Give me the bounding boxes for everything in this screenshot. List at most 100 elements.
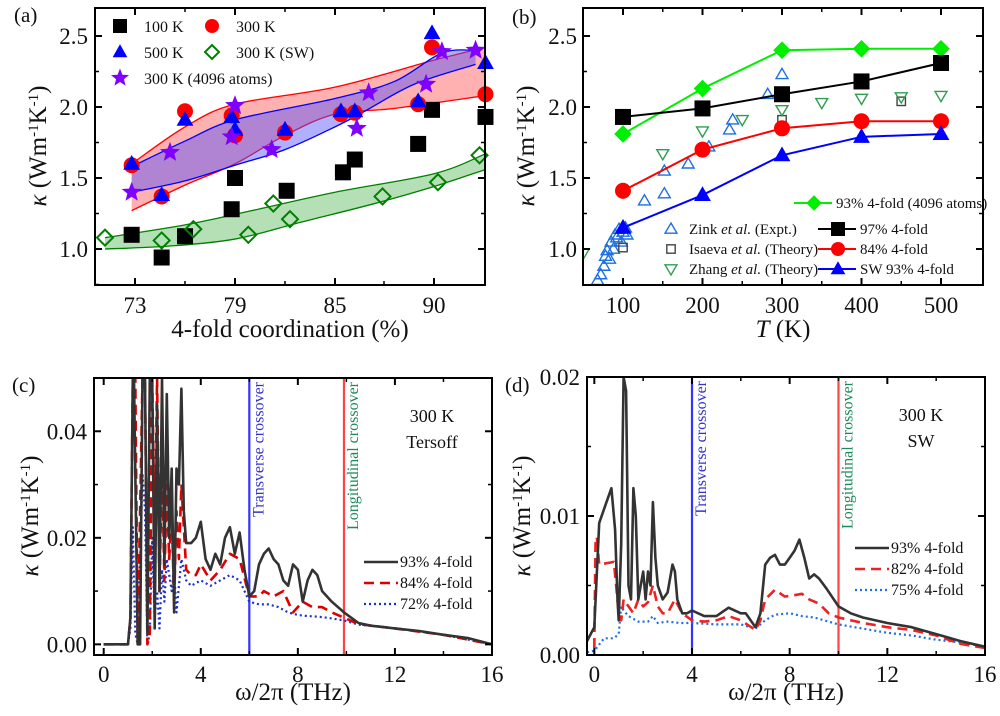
legend-marker — [806, 195, 822, 211]
x-tick-label: 0 — [589, 662, 601, 687]
x-tick-label: 500 — [924, 293, 959, 318]
series-line-75-4-fold — [587, 605, 985, 654]
y-tick-label: 0.02 — [540, 365, 580, 390]
y-tick-label: 1.5 — [59, 166, 88, 191]
legend-label: 100 K — [144, 19, 184, 36]
panel-b-ylabel: κ (Wm-1K-1) — [513, 85, 540, 206]
legend-label: Zhang et al. (Theory) — [689, 262, 818, 278]
series-line-72-4-fold — [103, 472, 492, 646]
data-point-300-k-sw- — [373, 187, 392, 206]
data-point-300-k-sw- — [95, 228, 115, 248]
y-tick-label: 0.02 — [47, 526, 87, 551]
x-tick-label: 8 — [292, 662, 304, 687]
reference-point-zhang — [933, 90, 949, 103]
data-point-300-k-4096-atoms- — [225, 95, 245, 115]
data-point-93-4-fold-4096-atoms- — [614, 125, 632, 143]
panel-a-legend: 100 K 300 K 500 K 300 K (SW) 300 K (4096 ato… — [111, 19, 314, 88]
x-tick-label: 16 — [974, 662, 997, 687]
data-point-97-4-fold — [694, 100, 711, 117]
panel-c: (c) Transverse crossover Longitudinal cro… — [12, 373, 504, 706]
x-tick-label: 300 — [765, 293, 800, 318]
legend-marker — [203, 43, 221, 61]
data-point-300-k-sw- — [428, 172, 448, 192]
y-tick-label: 0.00 — [47, 632, 87, 657]
data-point-84-4-fold — [694, 141, 711, 158]
legend-label: 75% 4-fold — [891, 582, 963, 599]
data-point-500-k — [409, 92, 427, 108]
data-point-100-k — [346, 151, 363, 168]
x-tick-label: 16 — [481, 662, 504, 687]
legend-marker — [831, 222, 845, 236]
band-fill-1 — [131, 49, 476, 193]
legend-label: 300 K — [236, 19, 276, 36]
reference-point-zhang — [735, 114, 750, 128]
data-point-100-k — [123, 226, 140, 243]
reference-point-zink — [722, 122, 737, 135]
x-tick-label: 0 — [98, 662, 110, 687]
data-point-100-k — [227, 170, 243, 186]
legend-label: 93% 4-fold — [400, 554, 472, 571]
reference-point-zhang — [854, 93, 869, 106]
data-point-500-k — [276, 120, 294, 136]
band-lower-line-1 — [131, 63, 476, 193]
x-tick-label: 73 — [124, 293, 147, 318]
reference-point-zhang — [814, 97, 829, 111]
panel-c-plot — [103, 378, 492, 655]
reference-point-zink — [606, 241, 621, 254]
data-point-300-k-sw- — [152, 231, 172, 250]
series-line-93-4-fold — [103, 378, 492, 646]
legend-marker — [666, 244, 676, 254]
panel-d-xlabel: ω/2π (THz) — [728, 679, 844, 706]
panel-a-points — [95, 24, 494, 266]
panel-d-ylabel: κ (Wm-1K-1) — [509, 455, 536, 576]
panel-c-annotation: 300 K Tersoff — [406, 406, 457, 452]
y-tick-label: 1.0 — [548, 237, 577, 262]
y-tick-label: 0.01 — [540, 504, 580, 529]
legend-label: 84% 4-fold — [400, 575, 472, 592]
y-tick-label: 2.5 — [59, 24, 88, 49]
panel-d-plot — [587, 377, 985, 655]
panel-d-annotation: 300 K SW — [899, 405, 944, 451]
data-point-500-k — [176, 110, 194, 126]
data-point-300-k-4096-atoms- — [431, 41, 452, 61]
legend-marker — [111, 68, 129, 86]
y-tick-label: 1.0 — [59, 237, 88, 262]
x-tick-label: 12 — [876, 662, 899, 687]
panel-d-label: (d) — [505, 373, 530, 397]
panel-c-ylabel: κ (Wm-1K-1) — [17, 455, 44, 576]
legend-label: 84% 4-fold — [860, 242, 928, 258]
data-point-93-4-fold-4096-atoms- — [773, 41, 791, 59]
data-point-sw-93-4-fold — [853, 128, 870, 143]
legend-marker — [205, 19, 219, 33]
data-point-100-k — [410, 135, 427, 152]
data-point-500-k — [153, 186, 171, 202]
crossover-label: Transverse crossover — [693, 380, 710, 516]
panel-a-xlabel: 4-fold coordination (%) — [171, 316, 408, 343]
x-tick-label: 79 — [224, 293, 247, 318]
annotation-line: SW — [908, 431, 935, 451]
data-point-100-k — [424, 101, 441, 118]
data-point-500-k — [123, 155, 141, 170]
data-point-84-4-fold — [853, 113, 870, 130]
data-point-300-k-4096-atoms- — [416, 73, 437, 93]
panel-a-ylabel: κ (Wm-1K-1) — [25, 85, 52, 206]
data-point-100-k — [334, 164, 351, 181]
legend-marker — [831, 242, 845, 256]
data-point-300-k-sw- — [183, 219, 203, 239]
band-upper-line-2 — [104, 153, 485, 239]
panel-b-plot — [583, 39, 950, 285]
data-point-300-k-4096-atoms- — [346, 117, 367, 137]
reference-point-zink — [760, 86, 775, 100]
x-tick-label: 90 — [423, 293, 446, 318]
panel-a-label: (a) — [14, 3, 37, 27]
data-point-93-4-fold-4096-atoms- — [693, 79, 712, 98]
data-point-97-4-fold — [615, 108, 631, 125]
legend-label: 300 K (4096 atoms) — [144, 71, 272, 88]
panel-c-xlabel: ω/2π (THz) — [235, 679, 351, 706]
data-point-300-k-4096-atoms- — [221, 126, 242, 146]
data-point-300-k-4096-atoms- — [121, 181, 142, 201]
data-point-sw-93-4-fold — [773, 146, 791, 162]
reference-point-zink — [657, 186, 672, 199]
data-point-100-k — [278, 182, 295, 199]
reference-point-zink — [637, 193, 652, 206]
